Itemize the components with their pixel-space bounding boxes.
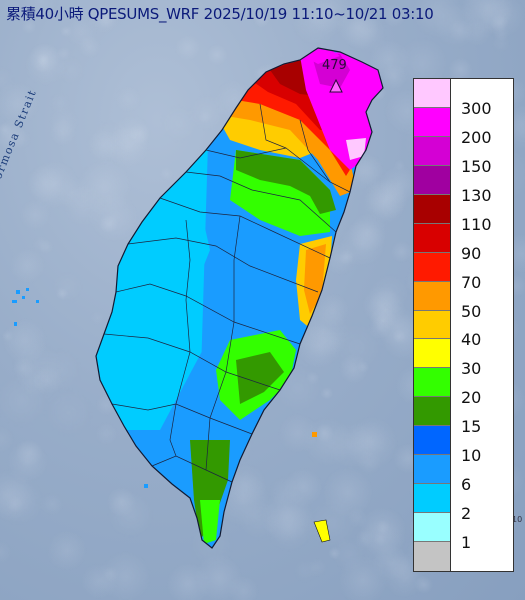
offshore-islands (12, 288, 331, 543)
legend-label: 30 (461, 359, 482, 379)
legend-swatch (414, 426, 450, 456)
map-title: 累積40小時 QPESUMS_WRF 2025/10/19 11:10~10/2… (6, 5, 434, 23)
zone-300mm-northeast (346, 138, 366, 160)
legend-swatch (414, 513, 450, 542)
legend-swatch (414, 397, 450, 427)
zone-15mm-south (236, 352, 284, 404)
legend-label: 90 (461, 243, 482, 263)
legend-swatch (414, 455, 450, 485)
zone-2mm-plain (96, 206, 210, 400)
edge-mark: 10 (512, 515, 523, 524)
legend-swatch (414, 339, 450, 369)
zone-15mm-north (236, 150, 336, 214)
legend-swatch (414, 79, 450, 108)
legend-label: 50 (461, 301, 482, 321)
max-value-label: 479 (322, 58, 347, 73)
color-legend: 300 200 150 130 110 90 70 50 40 30 20 15 10 6 2 1 (413, 78, 514, 572)
legend-swatch (414, 136, 450, 166)
legend-swatch (414, 223, 450, 253)
max-rain-marker (329, 78, 343, 93)
legend-labels: 300 200 150 130 110 90 70 50 40 30 20 15 10 6 2 1 (451, 78, 514, 572)
legend-label: 2 (461, 504, 472, 524)
legend-label: 300 (461, 98, 492, 118)
rainfall-field (96, 48, 383, 548)
legend-swatch (414, 484, 450, 514)
legend-label: 40 (461, 330, 482, 350)
zone-20mm-tip (200, 500, 220, 544)
legend-label: 20 (461, 388, 482, 408)
legend-swatch (414, 165, 450, 195)
zone-50mm-north (222, 92, 356, 196)
legend-swatch (414, 194, 450, 224)
legend-label: 110 (461, 214, 492, 234)
legend-label: 1 (461, 533, 472, 553)
legend-swatch (414, 310, 450, 340)
legend-label: 10 (461, 446, 482, 466)
legend-swatch (414, 107, 450, 137)
legend-label: 15 (461, 417, 482, 437)
legend-label: 150 (461, 156, 492, 176)
legend-label: 6 (461, 475, 472, 495)
legend-label: 70 (461, 272, 482, 292)
legend-label: 200 (461, 127, 492, 147)
legend-swatch (414, 368, 450, 398)
legend-swatch (414, 252, 450, 282)
county-boundaries (103, 103, 351, 483)
zone-15mm-tip (190, 440, 230, 540)
legend-swatch (414, 281, 450, 311)
legend-color-bar (413, 78, 451, 572)
legend-label: 130 (461, 185, 492, 205)
legend-swatch (414, 542, 450, 571)
